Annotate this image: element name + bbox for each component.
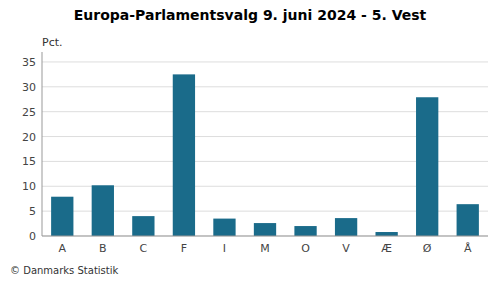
x-tick-label: F [181, 242, 187, 255]
x-tick-label: M [260, 242, 270, 255]
chart-root: Europa-Parlamentsvalg 9. juni 2024 - 5. … [0, 0, 500, 282]
x-axis: ABCFIMOVÆØÅ [59, 242, 472, 255]
y-tick-label: 20 [22, 131, 36, 144]
x-tick-label: C [140, 242, 148, 255]
bar [254, 223, 276, 236]
bar [416, 97, 438, 236]
y-axis-label: Pct. [42, 36, 63, 49]
y-tick-label: 30 [22, 81, 36, 94]
x-tick-label: B [99, 242, 107, 255]
x-tick-label: O [301, 242, 310, 255]
y-axis: 0 5 10 15 20 25 30 35 [22, 56, 488, 243]
x-tick-label: I [223, 242, 226, 255]
grid-line [42, 86, 488, 87]
footnote: © Danmarks Statistik [10, 265, 119, 276]
x-tick-label: V [342, 242, 350, 255]
bar [92, 185, 114, 236]
y-tick-label: 25 [22, 106, 36, 119]
bars [51, 74, 479, 236]
y-tick-label: 15 [22, 155, 36, 168]
bar [51, 197, 73, 236]
x-tick-label: Ø [423, 242, 432, 255]
title: Europa-Parlamentsvalg 9. juni 2024 - 5. … [74, 7, 427, 23]
x-axis-line [42, 236, 488, 237]
x-tick-label: Æ [381, 242, 392, 255]
bar [375, 232, 397, 236]
bar [132, 216, 154, 236]
x-tick-label: Å [464, 242, 472, 255]
y-tick-label: 5 [29, 205, 36, 218]
chart-svg: Europa-Parlamentsvalg 9. juni 2024 - 5. … [0, 0, 500, 282]
bar [457, 204, 479, 236]
bar [173, 74, 195, 236]
y-tick-label: 10 [22, 180, 36, 193]
bar [213, 219, 235, 236]
grid-line [42, 236, 488, 237]
y-tick-label: 0 [29, 230, 36, 243]
y-axis-line [42, 52, 43, 236]
x-tick-label: A [59, 242, 67, 255]
y-tick-label: 35 [22, 56, 36, 69]
grid-line [42, 61, 488, 62]
bar [335, 218, 357, 236]
bar [294, 226, 316, 236]
